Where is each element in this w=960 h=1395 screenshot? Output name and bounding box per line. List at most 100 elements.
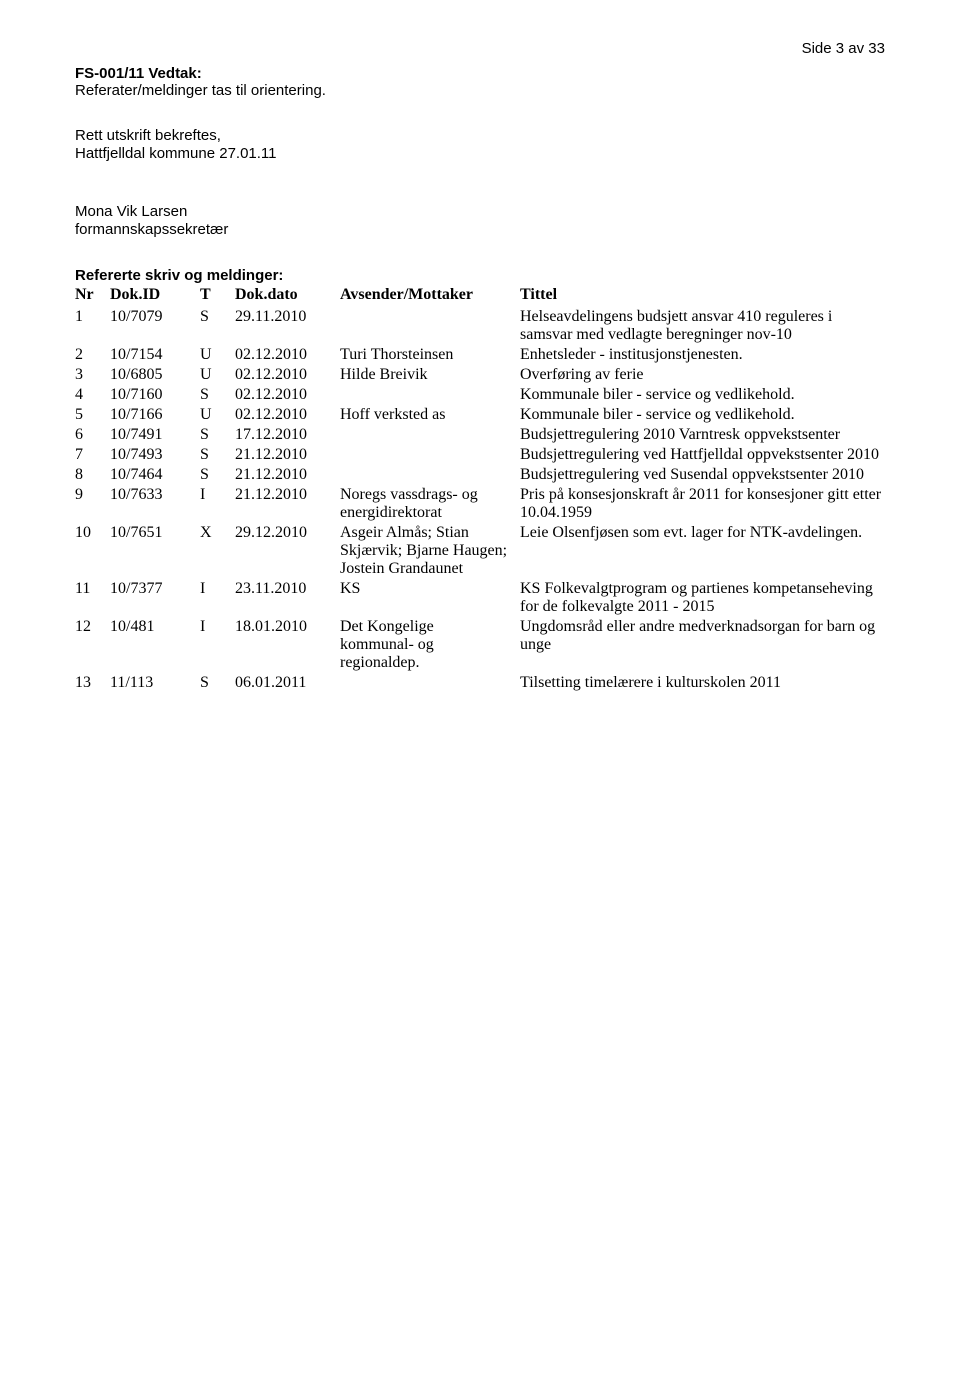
cell-title: Budsjettregulering ved Hattfjelldal oppv… xyxy=(520,446,885,464)
table-row: 210/7154U02.12.2010Turi ThorsteinsenEnhe… xyxy=(75,346,885,364)
spacer xyxy=(75,239,885,267)
cell-sender: Hilde Breivik xyxy=(340,366,520,384)
utskrift-section: Rett utskrift bekreftes, Hattfjelldal ko… xyxy=(75,127,885,162)
cell-nr: 11 xyxy=(75,580,110,598)
cell-t: I xyxy=(200,486,235,504)
cell-sender: KS xyxy=(340,580,520,598)
col-header-title: Tittel xyxy=(520,286,885,304)
col-header-t: T xyxy=(200,286,235,304)
page-number: Side 3 av 33 xyxy=(802,40,885,57)
table-row: 310/6805U02.12.2010Hilde BreivikOverføri… xyxy=(75,366,885,384)
cell-title: KS Folkevalgtprogram og partienes kompet… xyxy=(520,580,885,616)
cell-t: S xyxy=(200,466,235,484)
cell-nr: 10 xyxy=(75,524,110,542)
signatur-name: Mona Vik Larsen xyxy=(75,203,885,220)
col-header-date: Dok.dato xyxy=(235,286,340,304)
signatur-section: Mona Vik Larsen formannskapssekretær xyxy=(75,203,885,238)
cell-id: 10/6805 xyxy=(110,366,200,384)
cell-nr: 13 xyxy=(75,674,110,692)
signatur-title: formannskapssekretær xyxy=(75,221,885,238)
cell-date: 29.11.2010 xyxy=(235,308,340,326)
cell-nr: 8 xyxy=(75,466,110,484)
cell-id: 10/7154 xyxy=(110,346,200,364)
cell-sender: Noregs vassdrags- og energidirektorat xyxy=(340,486,520,522)
table-row: 110/7079S29.11.2010Helseavdelingens buds… xyxy=(75,308,885,344)
cell-nr: 12 xyxy=(75,618,110,636)
cell-id: 10/7079 xyxy=(110,308,200,326)
spacer xyxy=(75,163,885,203)
table-row: 1110/7377I23.11.2010KSKS Folkevalgtprogr… xyxy=(75,580,885,616)
cell-t: S xyxy=(200,674,235,692)
table-row: 510/7166U02.12.2010Hoff verksted asKommu… xyxy=(75,406,885,424)
cell-nr: 9 xyxy=(75,486,110,504)
cell-id: 11/113 xyxy=(110,674,200,692)
cell-sender: Turi Thorsteinsen xyxy=(340,346,520,364)
cell-t: U xyxy=(200,346,235,364)
cell-date: 02.12.2010 xyxy=(235,366,340,384)
cell-date: 29.12.2010 xyxy=(235,524,340,542)
cell-sender: Asgeir Almås; Stian Skjærvik; Bjarne Hau… xyxy=(340,524,520,578)
cell-nr: 3 xyxy=(75,366,110,384)
cell-id: 10/7377 xyxy=(110,580,200,598)
cell-date: 06.01.2011 xyxy=(235,674,340,692)
cell-sender: Hoff verksted as xyxy=(340,406,520,424)
cell-t: S xyxy=(200,386,235,404)
cell-nr: 5 xyxy=(75,406,110,424)
cell-t: S xyxy=(200,446,235,464)
cell-t: S xyxy=(200,308,235,326)
cell-date: 21.12.2010 xyxy=(235,446,340,464)
cell-t: U xyxy=(200,406,235,424)
cell-title: Kommunale biler - service og vedlikehold… xyxy=(520,386,885,404)
cell-id: 10/7464 xyxy=(110,466,200,484)
cell-nr: 2 xyxy=(75,346,110,364)
cell-date: 23.11.2010 xyxy=(235,580,340,598)
cell-id: 10/7651 xyxy=(110,524,200,542)
table-header-row: Nr Dok.ID T Dok.dato Avsender/Mottaker T… xyxy=(75,286,885,304)
table-row: 710/7493S21.12.2010 Budsjettregulering ve… xyxy=(75,446,885,464)
cell-nr: 4 xyxy=(75,386,110,404)
cell-id: 10/7160 xyxy=(110,386,200,404)
cell-title: Tilsetting timelærere i kulturskolen 201… xyxy=(520,674,885,692)
table-row: 810/7464S21.12.2010 Budsjettregulering ve… xyxy=(75,466,885,484)
cell-id: 10/481 xyxy=(110,618,200,636)
cell-id: 10/7633 xyxy=(110,486,200,504)
col-header-nr: Nr xyxy=(75,286,110,304)
utskrift-line1: Rett utskrift bekreftes, xyxy=(75,127,885,144)
cell-nr: 7 xyxy=(75,446,110,464)
cell-title: Pris på konsesjonskraft år 2011 for kons… xyxy=(520,486,885,522)
cell-title: Helseavdelingens budsjett ansvar 410 reg… xyxy=(520,308,885,344)
table-row: 410/7160S02.12.2010 Kommunale biler - ser… xyxy=(75,386,885,404)
vedtak-text: Referater/meldinger tas til orientering. xyxy=(75,82,885,99)
cell-sender: Det Kongelige kommunal- og regionaldep. xyxy=(340,618,520,672)
table-row: 1210/481I18.01.2010Det Kongelige kommuna… xyxy=(75,618,885,672)
cell-date: 21.12.2010 xyxy=(235,466,340,484)
table-row: 610/7491S17.12.2010Budsjettregulering 20… xyxy=(75,426,885,444)
cell-date: 02.12.2010 xyxy=(235,406,340,424)
cell-date: 18.01.2010 xyxy=(235,618,340,636)
cell-date: 21.12.2010 xyxy=(235,486,340,504)
cell-id: 10/7493 xyxy=(110,446,200,464)
cell-title: Enhetsleder - institusjonstjenesten. xyxy=(520,346,885,364)
cell-t: I xyxy=(200,580,235,598)
cell-date: 02.12.2010 xyxy=(235,346,340,364)
col-header-id: Dok.ID xyxy=(110,286,200,304)
cell-id: 10/7166 xyxy=(110,406,200,424)
cell-date: 02.12.2010 xyxy=(235,386,340,404)
table-row: 910/7633I21.12.2010Noregs vassdrags- og … xyxy=(75,486,885,522)
page-header: Side 3 av 33 xyxy=(75,40,885,57)
vedtak-section: FS-001/11 Vedtak: Referater/meldinger ta… xyxy=(75,65,885,99)
col-header-sender: Avsender/Mottaker xyxy=(340,286,520,304)
cell-id: 10/7491 xyxy=(110,426,200,444)
cell-title: Kommunale biler - service og vedlikehold… xyxy=(520,406,885,424)
cell-t: S xyxy=(200,426,235,444)
cell-t: I xyxy=(200,618,235,636)
table-body: 110/7079S29.11.2010Helseavdelingens buds… xyxy=(75,308,885,692)
table-row: 1010/7651X29.12.2010Asgeir Almås; Stian … xyxy=(75,524,885,578)
cell-title: Leie Olsenfjøsen som evt. lager for NTK-… xyxy=(520,524,885,542)
cell-nr: 6 xyxy=(75,426,110,444)
cell-t: U xyxy=(200,366,235,384)
cell-t: X xyxy=(200,524,235,542)
vedtak-heading: FS-001/11 Vedtak: xyxy=(75,65,885,82)
cell-title: Budsjettregulering ved Susendal oppvekst… xyxy=(520,466,885,484)
table-row: 1311/113S06.01.2011 Tilsetting timelærere… xyxy=(75,674,885,692)
